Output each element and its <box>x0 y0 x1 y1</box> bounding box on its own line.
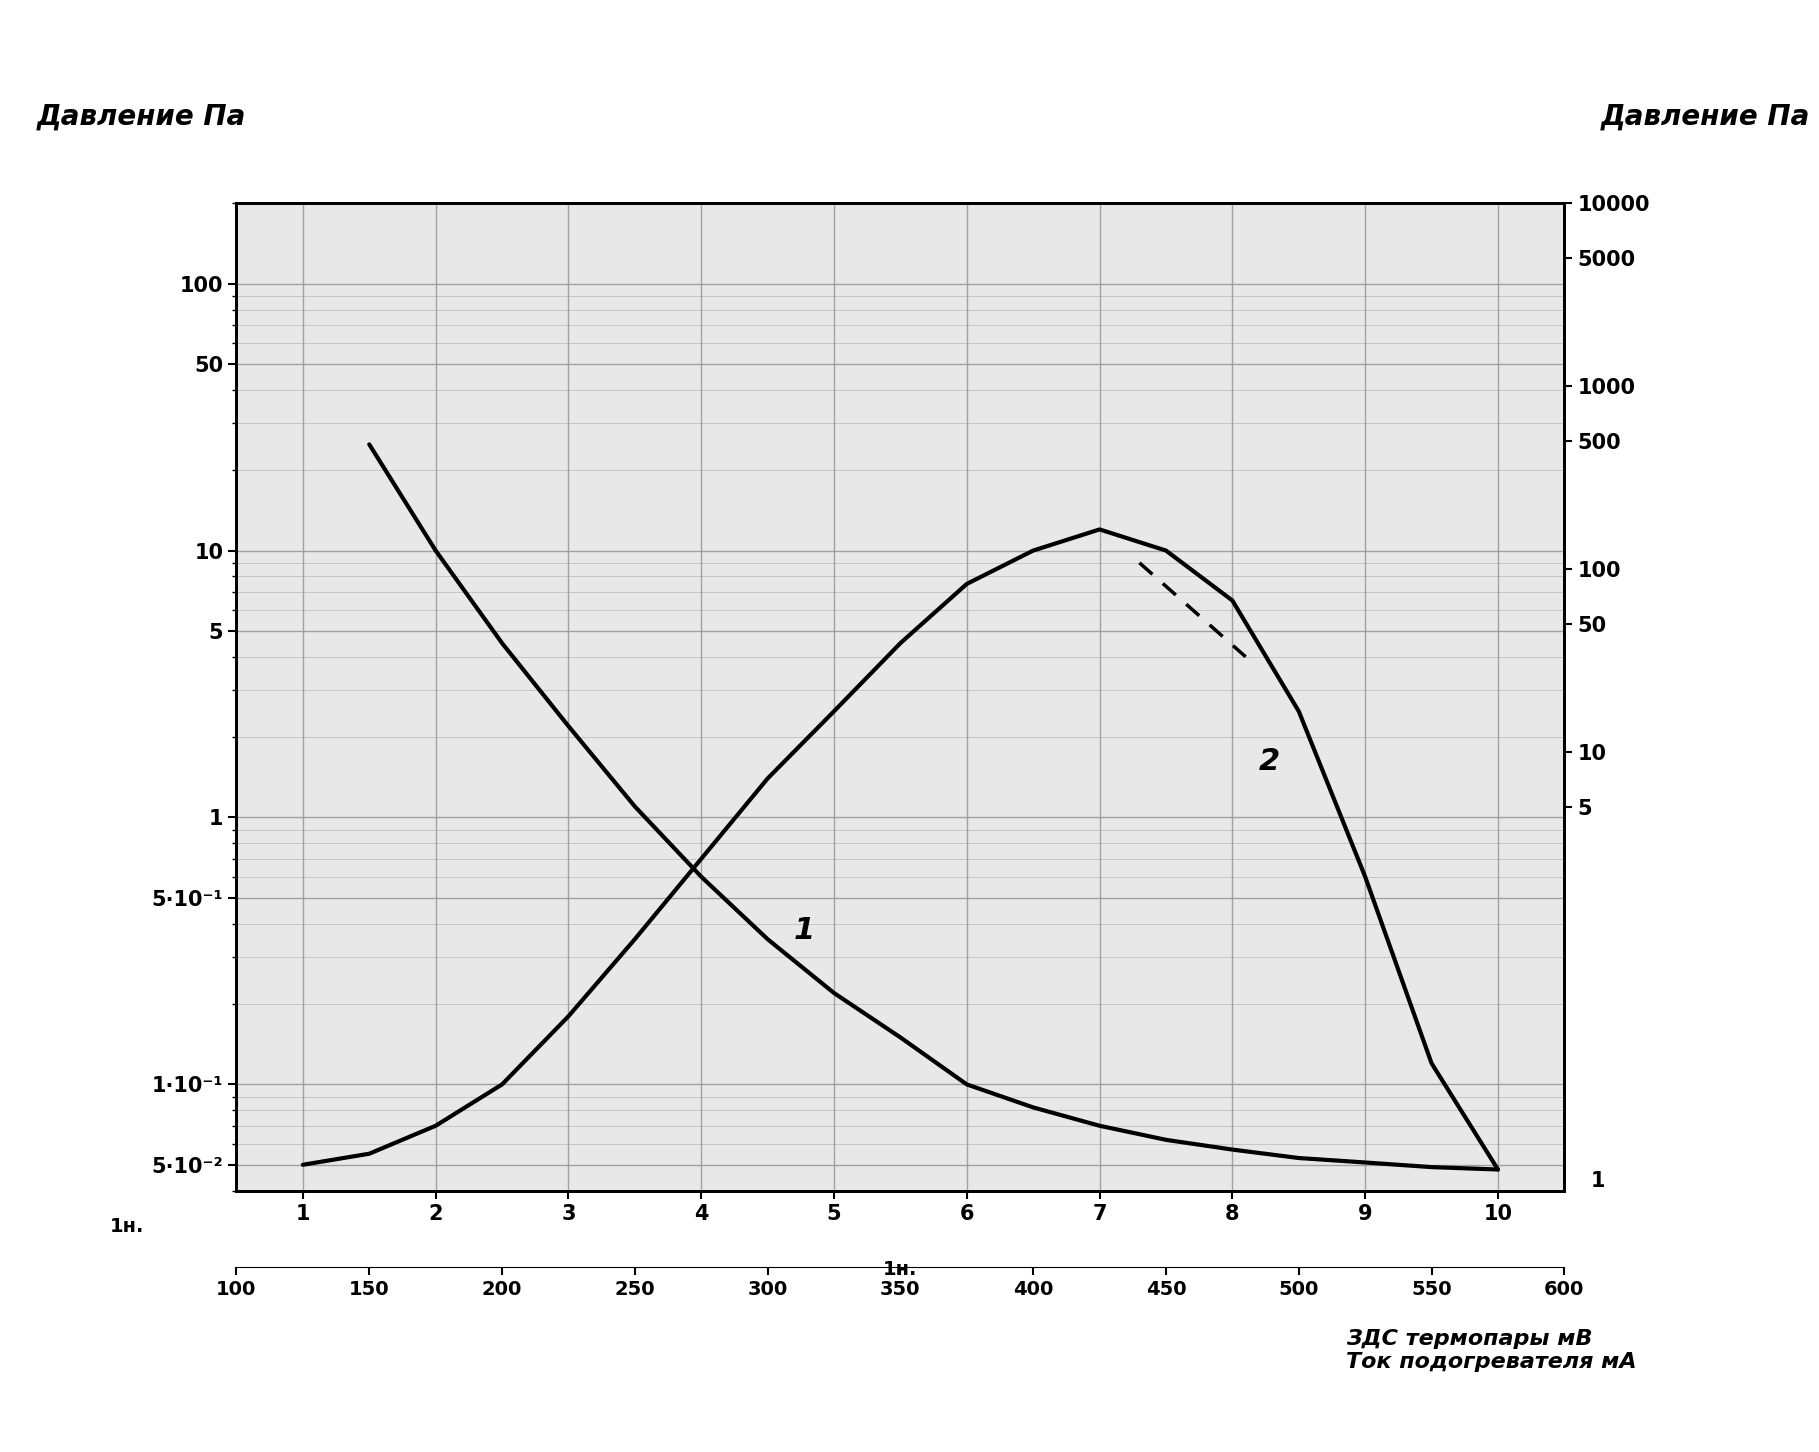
Text: 1н.: 1н. <box>111 1217 144 1237</box>
Text: ЗДС термопары мВ
Ток подогревателя мА: ЗДС термопары мВ Ток подогревателя мА <box>1346 1329 1637 1372</box>
Text: 1: 1 <box>1592 1170 1606 1191</box>
Text: 2: 2 <box>1259 748 1281 777</box>
Text: 1н.: 1н. <box>884 1260 917 1279</box>
Text: Давление Па: Давление Па <box>1601 103 1810 131</box>
Text: Давление Па: Давление Па <box>36 103 246 131</box>
Text: 1: 1 <box>795 916 815 945</box>
